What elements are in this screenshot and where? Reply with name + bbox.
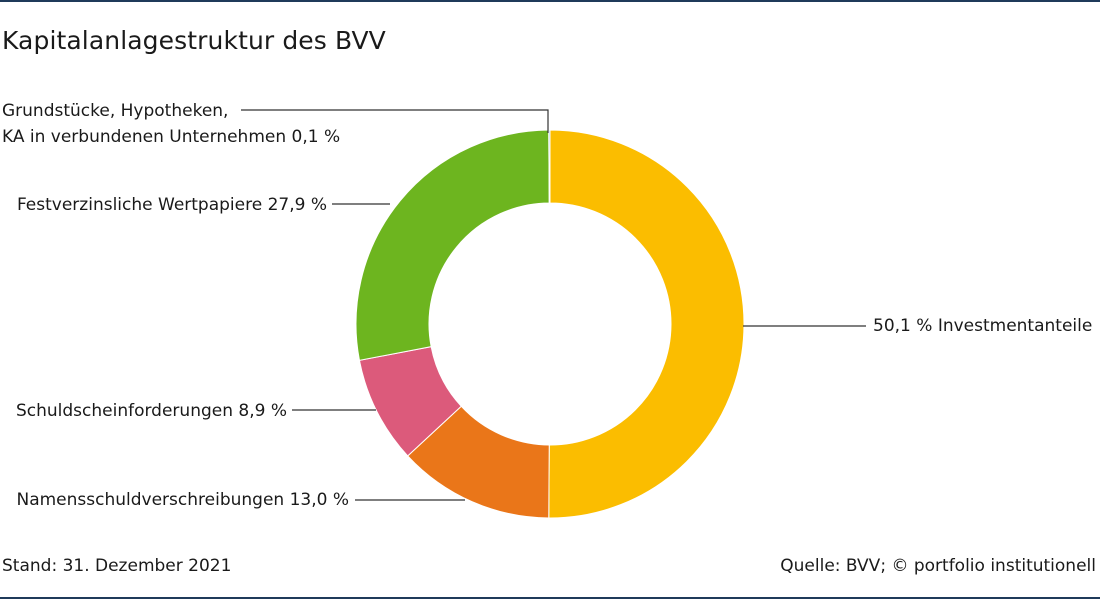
chart-title: Kapitalanlagestruktur des BVV (2, 26, 386, 55)
slice-festverzinsliche-wertpapiere (355, 129, 550, 361)
slice-label: Grundstücke, Hypotheken, KA in verbundene… (2, 101, 340, 147)
bottom-rule (0, 597, 1100, 599)
slice-label: Namensschuldverschreibungen 13,0 % (16, 490, 349, 510)
slice-label: 50,1 % Investmentanteile (873, 316, 1092, 336)
source-note: Quelle: BVV; © portfolio institutionell (780, 556, 1096, 576)
leader-lines (241, 109, 866, 501)
stand-note: Stand: 31. Dezember 2021 (2, 556, 232, 576)
slice-labels: 50,1 % Investmentanteile Namensschuldvers… (2, 101, 1092, 510)
leader-line (241, 109, 549, 133)
top-rule (0, 0, 1100, 2)
slice-label: Schuldscheinforderungen 8,9 % (16, 401, 287, 421)
slice-grundstücke-hypotheken-ka-in-verbundenen-unternehmen (548, 129, 551, 204)
slice-investmentanteile (548, 129, 745, 519)
slice-label: Festverzinsliche Wertpapiere 27,9 % (17, 195, 327, 215)
donut-slices (355, 129, 745, 519)
